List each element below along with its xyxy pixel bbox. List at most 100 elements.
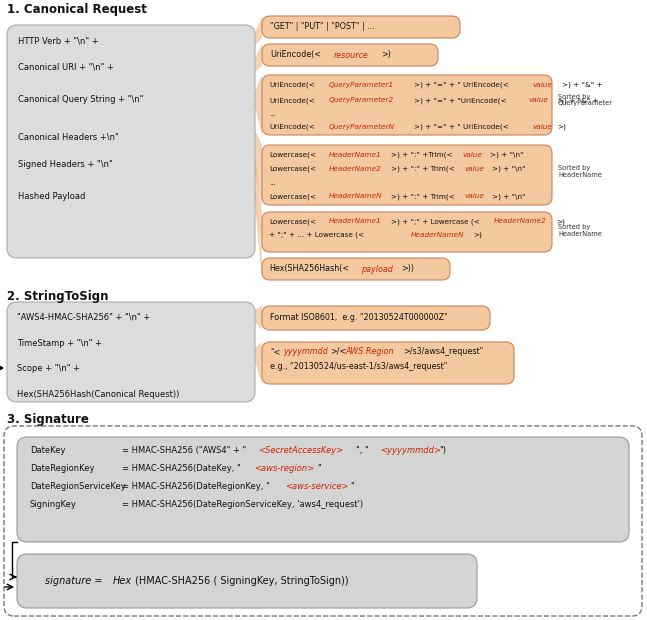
Text: = HMAC-SHA256(DateKey, ": = HMAC-SHA256(DateKey, " bbox=[122, 464, 241, 473]
Text: UriEncode(<: UriEncode(< bbox=[270, 50, 321, 60]
Text: >) + ";" + Lowercase (<: >) + ";" + Lowercase (< bbox=[391, 218, 480, 224]
Text: 2. StringToSign: 2. StringToSign bbox=[7, 290, 109, 303]
FancyBboxPatch shape bbox=[262, 306, 490, 330]
Text: QueryParameter1: QueryParameter1 bbox=[329, 82, 394, 88]
FancyBboxPatch shape bbox=[262, 16, 460, 38]
Polygon shape bbox=[255, 342, 262, 384]
Text: >) + ":" + Trim(<: >) + ":" + Trim(< bbox=[391, 166, 455, 172]
Text: >): >) bbox=[473, 232, 482, 239]
Text: >) + "&" +: >) + "&" + bbox=[562, 82, 602, 89]
Polygon shape bbox=[255, 44, 262, 72]
Text: <SecretAccessKey>: <SecretAccessKey> bbox=[258, 446, 344, 455]
Text: "<: "< bbox=[270, 347, 280, 356]
Text: UriEncode(<: UriEncode(< bbox=[269, 124, 315, 130]
Text: "AWS4-HMAC-SHA256" + "\n" +: "AWS4-HMAC-SHA256" + "\n" + bbox=[17, 312, 150, 321]
Text: value: value bbox=[532, 82, 552, 88]
Text: resource: resource bbox=[334, 50, 369, 60]
Text: >): >) bbox=[381, 50, 391, 60]
Polygon shape bbox=[255, 306, 262, 330]
Text: value: value bbox=[528, 97, 548, 103]
Polygon shape bbox=[255, 130, 262, 205]
Text: Scope + "\n" +: Scope + "\n" + bbox=[17, 364, 80, 373]
Polygon shape bbox=[255, 189, 262, 280]
Text: HeaderName1: HeaderName1 bbox=[329, 152, 382, 158]
FancyBboxPatch shape bbox=[7, 25, 255, 258]
Text: + ";" + ... + Lowercase (<: + ";" + ... + Lowercase (< bbox=[269, 232, 364, 239]
Text: >/<: >/< bbox=[330, 347, 346, 356]
Text: >)): >)) bbox=[401, 265, 414, 273]
Text: "): ") bbox=[439, 446, 446, 455]
Text: >/s3/aws4_request": >/s3/aws4_request" bbox=[403, 347, 483, 356]
Polygon shape bbox=[255, 75, 262, 135]
Text: QueryParameterN: QueryParameterN bbox=[329, 124, 395, 130]
Text: Signed Headers + "\n": Signed Headers + "\n" bbox=[18, 160, 113, 169]
Text: e.g., "20130524/us-east-1/s3/aws4_request": e.g., "20130524/us-east-1/s3/aws4_reques… bbox=[270, 362, 447, 371]
Text: <aws-region>: <aws-region> bbox=[254, 464, 314, 473]
Text: HeaderName1: HeaderName1 bbox=[329, 218, 382, 224]
Text: TimeStamp + "\n" +: TimeStamp + "\n" + bbox=[17, 339, 102, 348]
Text: Lowercase(<: Lowercase(< bbox=[269, 218, 316, 224]
FancyBboxPatch shape bbox=[17, 554, 477, 608]
Text: >) + "=" + " UriEncode(<: >) + "=" + " UriEncode(< bbox=[414, 124, 509, 130]
Text: HTTP Verb + "\n" +: HTTP Verb + "\n" + bbox=[18, 36, 98, 45]
Text: >) + "&" +: >) + "&" + bbox=[558, 97, 598, 104]
Text: UriEncode(<: UriEncode(< bbox=[269, 97, 315, 104]
Text: ...: ... bbox=[269, 180, 276, 186]
Text: >) + "\n": >) + "\n" bbox=[492, 193, 525, 200]
FancyBboxPatch shape bbox=[262, 145, 552, 205]
Text: value: value bbox=[532, 124, 552, 130]
Text: QueryParameter2: QueryParameter2 bbox=[329, 97, 394, 103]
Text: ", ": ", " bbox=[356, 446, 369, 455]
Text: Format ISO8601,  e.g. "20130524T000000Z": Format ISO8601, e.g. "20130524T000000Z" bbox=[270, 314, 448, 322]
Text: HeaderName2: HeaderName2 bbox=[494, 218, 547, 224]
Text: ": " bbox=[350, 482, 354, 491]
FancyBboxPatch shape bbox=[7, 302, 255, 402]
FancyBboxPatch shape bbox=[262, 212, 552, 252]
Text: Hex(SHA256Hash(Canonical Request)): Hex(SHA256Hash(Canonical Request)) bbox=[17, 390, 179, 399]
Text: UriEncode(<: UriEncode(< bbox=[269, 82, 315, 89]
Text: value: value bbox=[462, 152, 482, 158]
Text: Lowercase(<: Lowercase(< bbox=[269, 152, 316, 159]
FancyBboxPatch shape bbox=[262, 258, 450, 280]
Text: value: value bbox=[464, 193, 484, 199]
Text: (HMAC-SHA256 ( SigningKey, StringToSign)): (HMAC-SHA256 ( SigningKey, StringToSign)… bbox=[135, 576, 349, 586]
Text: 3. Signature: 3. Signature bbox=[7, 413, 89, 426]
Text: HeaderName2: HeaderName2 bbox=[329, 166, 382, 172]
FancyBboxPatch shape bbox=[262, 342, 514, 384]
Text: <aws-service>: <aws-service> bbox=[285, 482, 349, 491]
Text: ": " bbox=[317, 464, 321, 473]
Text: HeaderNameN: HeaderNameN bbox=[411, 232, 465, 238]
FancyBboxPatch shape bbox=[262, 44, 438, 66]
Polygon shape bbox=[255, 157, 262, 252]
Polygon shape bbox=[255, 16, 262, 46]
Text: Canonical Query String + "\n": Canonical Query String + "\n" bbox=[18, 95, 144, 104]
FancyBboxPatch shape bbox=[262, 75, 552, 135]
Text: Sorted by
QueryParameter: Sorted by QueryParameter bbox=[558, 94, 613, 107]
Text: 1. Canonical Request: 1. Canonical Request bbox=[7, 3, 147, 16]
Text: >) + "=" + " UriEncode(<: >) + "=" + " UriEncode(< bbox=[414, 82, 509, 89]
Text: Canonical URI + "\n" +: Canonical URI + "\n" + bbox=[18, 62, 114, 71]
Text: >) + "\n": >) + "\n" bbox=[490, 152, 523, 159]
Text: "GET" | "PUT" | "POST" | ...: "GET" | "PUT" | "POST" | ... bbox=[270, 22, 375, 32]
Text: DateKey: DateKey bbox=[30, 446, 65, 455]
Text: = HMAC-SHA256(DateRegionKey, ": = HMAC-SHA256(DateRegionKey, " bbox=[122, 482, 270, 491]
Text: DateRegionServiceKey: DateRegionServiceKey bbox=[30, 482, 126, 491]
Text: >) + ":" + Trim(<: >) + ":" + Trim(< bbox=[391, 193, 455, 200]
Text: >): >) bbox=[557, 124, 566, 130]
Text: Sorted by
HeaderName: Sorted by HeaderName bbox=[558, 166, 602, 179]
Text: yyyymmdd: yyyymmdd bbox=[283, 347, 328, 356]
Text: AWS Region: AWS Region bbox=[345, 347, 393, 356]
Text: Sorted by
HeaderName: Sorted by HeaderName bbox=[558, 223, 602, 236]
Text: HeaderNameN: HeaderNameN bbox=[329, 193, 382, 199]
Text: = HMAC-SHA256 ("AWS4" + ": = HMAC-SHA256 ("AWS4" + " bbox=[122, 446, 247, 455]
Text: ...: ... bbox=[269, 111, 276, 117]
Text: payload: payload bbox=[361, 265, 393, 273]
Text: Canonical Headers +\n": Canonical Headers +\n" bbox=[18, 133, 119, 142]
Text: >) + ":" +Trim(<: >) + ":" +Trim(< bbox=[391, 152, 453, 159]
Text: Hashed Payload: Hashed Payload bbox=[18, 192, 85, 201]
Text: >): >) bbox=[556, 218, 565, 224]
Text: SigningKey: SigningKey bbox=[30, 500, 77, 509]
Text: Lowercase(<: Lowercase(< bbox=[269, 166, 316, 172]
Text: >) + "\n": >) + "\n" bbox=[492, 166, 525, 172]
Text: Hex(SHA256Hash(<: Hex(SHA256Hash(< bbox=[269, 265, 349, 273]
